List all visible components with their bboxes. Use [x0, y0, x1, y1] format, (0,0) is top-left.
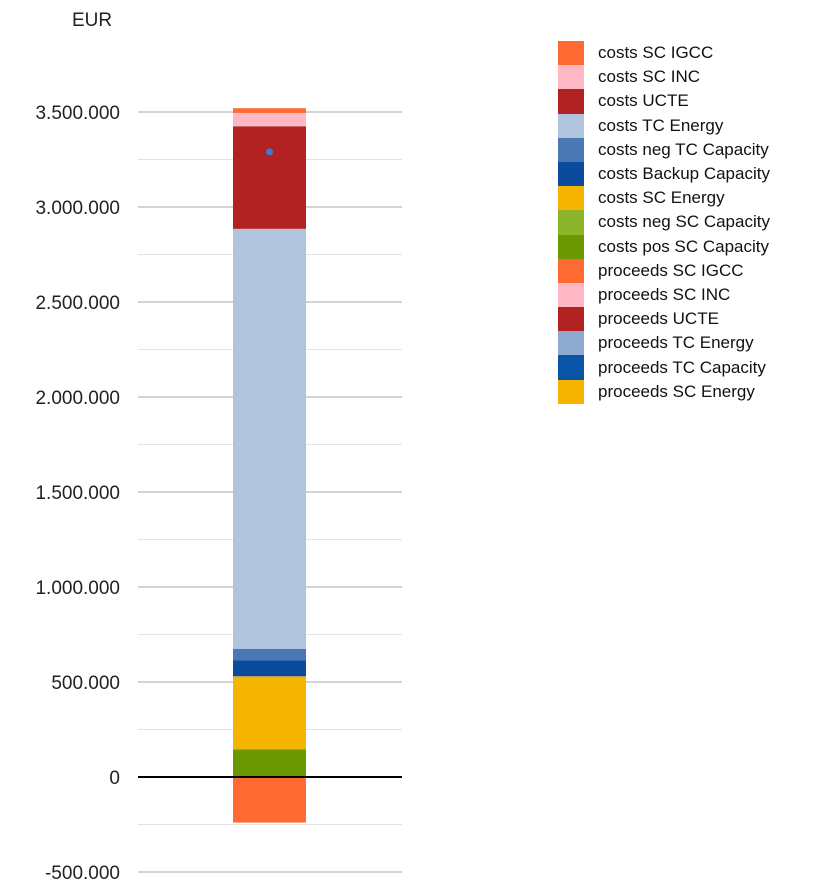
legend-label: proceeds TC Capacity [598, 357, 766, 377]
legend-item: costs UCTE [558, 89, 770, 114]
legend-swatch [558, 186, 584, 211]
bar-segment-costs-ucte [233, 126, 306, 229]
legend-item: costs SC IGCC [558, 41, 770, 66]
marker-layer [266, 148, 273, 156]
legend-item: costs SC INC [558, 65, 770, 90]
legend-label: proceeds TC Energy [598, 333, 754, 353]
legend-swatch [558, 89, 584, 114]
legend-label: costs pos SC Capacity [598, 236, 770, 256]
legend-swatch [558, 379, 584, 404]
legend-item: costs pos SC Capacity [558, 234, 770, 259]
legend-item: proceeds SC IGCC [558, 258, 770, 283]
bar-segment-costs-sc-igcc [233, 108, 306, 113]
legend-label: costs SC INC [598, 67, 701, 87]
legend-item: proceeds SC INC [558, 282, 770, 308]
y-axis-unit-label: EUR [72, 10, 113, 31]
legend-item: costs neg SC Capacity [558, 210, 770, 235]
bar-segment-costs-backup-capacity [233, 660, 306, 677]
y-tick-label: 1.000.000 [35, 578, 120, 599]
legend-label: costs UCTE [598, 91, 689, 111]
legend-swatch [558, 113, 584, 138]
total-marker-point [266, 148, 273, 156]
y-tick-label: 3.500.000 [35, 103, 120, 124]
legend-item: proceeds TC Capacity [558, 355, 770, 380]
legend-item: costs TC Energy [558, 113, 770, 138]
legend-item: proceeds UCTE [558, 307, 770, 332]
legend-swatch [558, 41, 584, 66]
legend-label: proceeds SC INC [598, 284, 731, 304]
legend-item: costs Backup Capacity [558, 161, 770, 187]
legend-swatch [558, 258, 584, 283]
y-tick-label: 1.500.000 [35, 483, 120, 504]
legend-label: proceeds SC IGCC [598, 260, 744, 280]
legend-label: proceeds SC Energy [598, 381, 755, 401]
y-tick-label: -500.000 [45, 863, 120, 884]
legend-label: costs SC IGCC [598, 43, 714, 63]
legend-swatch [558, 282, 584, 308]
bar-segment-costs-tc-energy [233, 228, 306, 649]
y-tick-label: 500.000 [51, 673, 120, 694]
legend-swatch [558, 307, 584, 332]
legend-label: costs neg SC Capacity [598, 212, 770, 232]
bar-segments [233, 108, 306, 823]
y-tick-label: 0 [109, 768, 120, 789]
legend-swatch [558, 331, 584, 356]
legend-item: proceeds SC Energy [558, 379, 770, 404]
y-tick-label: 2.000.000 [35, 388, 120, 409]
y-tick-labels: 3.500.000 3.000.000 2.500.000 2.000.000 1.50… [35, 103, 120, 884]
bar-segment-costs-sc-energy [233, 676, 306, 750]
legend-swatch [558, 161, 584, 187]
legend-swatch [558, 65, 584, 90]
bar-segment-costs-sc-inc [233, 112, 306, 127]
legend-label: costs neg TC Capacity [598, 139, 769, 159]
bar-segment-costs-pos-sc-capacity [233, 749, 306, 777]
bar-segment-proceeds-sc-igcc [233, 777, 306, 823]
legend-item: costs SC Energy [558, 186, 770, 211]
legend: costs SC IGCC costs SC INC costs UCTE costs… [558, 41, 770, 404]
legend-swatch [558, 234, 584, 259]
bar-segment-costs-neg-tc-capacity [233, 648, 306, 661]
legend-swatch [558, 137, 584, 162]
legend-label: costs SC Energy [598, 188, 725, 208]
y-tick-label: 3.000.000 [35, 198, 120, 219]
y-tick-label: 2.500.000 [35, 293, 120, 314]
legend-swatch [558, 355, 584, 380]
legend-item: costs neg TC Capacity [558, 137, 770, 162]
legend-label: costs Backup Capacity [598, 164, 770, 184]
legend-label: costs TC Energy [598, 115, 724, 135]
legend-item: proceeds TC Energy [558, 331, 770, 356]
legend-label: proceeds UCTE [598, 309, 719, 329]
legend-swatch [558, 210, 584, 235]
